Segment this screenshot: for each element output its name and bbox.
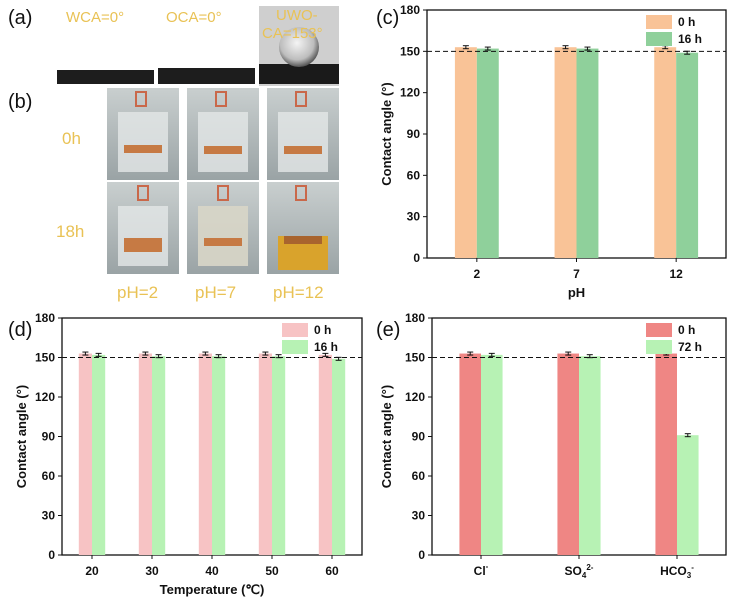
ph-label-2: pH=2: [117, 283, 158, 302]
legend-swatch-16h: [646, 32, 672, 46]
uwoca-label-line1: UWO-: [276, 7, 318, 24]
y-tick-label: 0: [48, 548, 55, 562]
y-tick-label: 60: [407, 168, 421, 182]
x-axis-title: pH: [568, 285, 585, 300]
legend-label: 0 h: [678, 15, 695, 29]
y-tick-label: 90: [407, 127, 421, 141]
x-tick-label: 60: [325, 564, 339, 578]
y-tick-label: 0: [418, 548, 425, 562]
bar-0h-2: [454, 47, 477, 259]
bar-16h-20: [92, 354, 106, 555]
x-tick-label: SO42-: [565, 563, 594, 580]
y-tick-label: 30: [42, 509, 56, 523]
bar-0h-12: [654, 47, 677, 259]
x-tick-label: HCO3-: [660, 563, 694, 580]
bar-72h-HCO3-: [677, 435, 699, 555]
x-axis-title: Temperature (℃): [160, 582, 265, 597]
wca-label: WCA=0°: [66, 9, 124, 26]
y-tick-label: 150: [400, 44, 420, 58]
bar-16h-40: [212, 356, 226, 555]
panel-label-e: (e): [376, 319, 400, 341]
bar-0h-60: [318, 354, 332, 555]
bar-72h-Cl-: [481, 354, 503, 555]
bar-0h-20: [78, 353, 92, 555]
bar-0h-HCO3-: [655, 353, 677, 555]
bar-0h-50: [258, 353, 272, 555]
legend-label: 16 h: [314, 340, 338, 354]
y-tick-label: 60: [412, 469, 426, 483]
bar-72h-SO42-: [579, 356, 601, 555]
y-tick-label: 60: [42, 469, 56, 483]
y-tick-label: 90: [412, 430, 426, 444]
y-tick-label: 90: [42, 430, 56, 444]
bar-0h-40: [198, 353, 212, 555]
y-tick-label: 180: [405, 311, 425, 325]
x-tick-label: 30: [145, 564, 159, 578]
panel-a-photos: [57, 6, 339, 86]
legend-swatch-72h: [646, 340, 672, 354]
x-tick-label: 7: [573, 267, 580, 281]
bar-0h-7: [554, 47, 577, 259]
y-axis-title: Contact angle (°): [379, 82, 394, 185]
bar-16h-50: [272, 356, 286, 555]
y-tick-label: 150: [35, 351, 55, 365]
chart-c: 0 30 60 90 120 150 180 2 7 12 0 h 16 h pH Contact ang…: [379, 3, 727, 300]
legend-swatch-0h: [282, 323, 308, 337]
bar-16h-2: [476, 48, 499, 259]
legend-swatch-0h: [646, 15, 672, 29]
panel-label-b: (b): [8, 91, 32, 113]
legend-label: 16 h: [678, 32, 702, 46]
bar-16h-30: [152, 356, 166, 555]
y-tick-label: 120: [405, 390, 425, 404]
oca-label: OCA=0°: [166, 9, 222, 26]
legend-label: 0 h: [314, 323, 331, 337]
row-label-0h: 0h: [62, 129, 81, 148]
row-label-18h: 18h: [56, 222, 84, 241]
y-tick-label: 30: [412, 509, 426, 523]
y-tick-label: 180: [400, 3, 420, 17]
y-tick-label: 150: [405, 351, 425, 365]
x-tick-label: 12: [669, 267, 683, 281]
bar-16h-7: [576, 48, 599, 259]
y-axis-title: Contact angle (°): [379, 385, 394, 488]
y-tick-label: 180: [35, 311, 55, 325]
legend-swatch-0h: [646, 323, 672, 337]
y-axis-title: Contact angle (°): [14, 385, 29, 488]
beaker-photos: [107, 88, 339, 274]
ph-label-12: pH=12: [273, 283, 324, 302]
y-tick-label: 120: [400, 86, 420, 100]
uwoca-label-line2: CA=153°: [262, 25, 323, 42]
panel-label-c: (c): [376, 7, 399, 29]
x-tick-label: 2: [473, 267, 480, 281]
chart-e: 0 30 60 90 120 150 180 Cl- SO42- HCO3- 0 h 72 h Cont…: [379, 311, 727, 580]
panel-label-d: (d): [8, 319, 32, 341]
x-tick-label: Cl-: [474, 562, 489, 578]
y-tick-label: 30: [407, 210, 421, 224]
legend-label: 0 h: [678, 323, 695, 337]
chart-d: 0 30 60 90 120 150 180 20 30 40 50 60 0 h 16 h Tempera…: [14, 311, 363, 597]
y-tick-label: 0: [413, 251, 420, 265]
ph-label-7: pH=7: [195, 283, 236, 302]
panel-label-a: (a): [8, 7, 32, 29]
legend-label: 72 h: [678, 340, 702, 354]
x-tick-label: 50: [265, 564, 279, 578]
bar-0h-Cl-: [459, 353, 481, 555]
x-tick-label: 20: [85, 564, 99, 578]
legend-swatch-16h: [282, 340, 308, 354]
y-tick-label: 120: [35, 390, 55, 404]
oil-droplet: [279, 27, 319, 67]
bar-16h-60: [332, 358, 346, 555]
bar-0h-SO42-: [557, 353, 579, 555]
bar-16h-12: [676, 52, 699, 258]
x-tick-label: 40: [205, 564, 219, 578]
bar-0h-30: [138, 353, 152, 555]
